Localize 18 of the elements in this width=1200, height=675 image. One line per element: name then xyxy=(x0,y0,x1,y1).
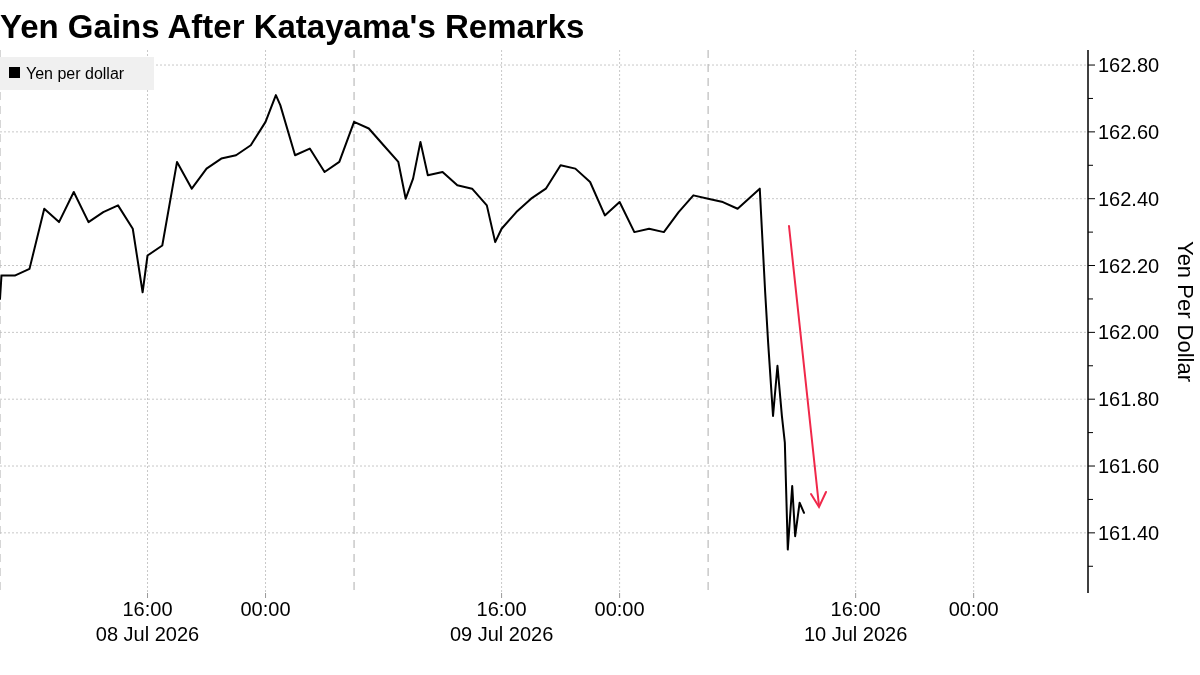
y-tick-label: 161.40 xyxy=(1098,521,1160,544)
x-tick-label: 16:00 08 Jul 2026 xyxy=(95,598,200,645)
y-tick-label: 162.00 xyxy=(1098,321,1160,344)
legend-label: Yen per dollar xyxy=(26,64,125,82)
line-series xyxy=(0,94,806,551)
x-tick-label: 00:00 xyxy=(240,598,291,620)
y-tick-label: 161.60 xyxy=(1098,455,1160,478)
y-tick-label: 162.80 xyxy=(1098,54,1160,77)
x-tick-label: 00:00 xyxy=(594,598,645,620)
y-tick-label: 161.80 xyxy=(1098,388,1160,411)
y-tick-label: 162.40 xyxy=(1098,187,1160,210)
y-tick-label: 162.20 xyxy=(1098,254,1160,277)
x-tick-label: 16:00 09 Jul 2026 xyxy=(449,598,554,645)
x-tick-label: 16:00 10 Jul 2026 xyxy=(803,598,908,645)
chart-title: Yen Gains After Katayama's Remarks xyxy=(0,8,585,45)
y-axis-title: Yen Per Dollar xyxy=(1173,240,1198,383)
x-tick-label: 00:00 xyxy=(948,598,999,620)
y-tick-label: 162.60 xyxy=(1098,120,1160,143)
